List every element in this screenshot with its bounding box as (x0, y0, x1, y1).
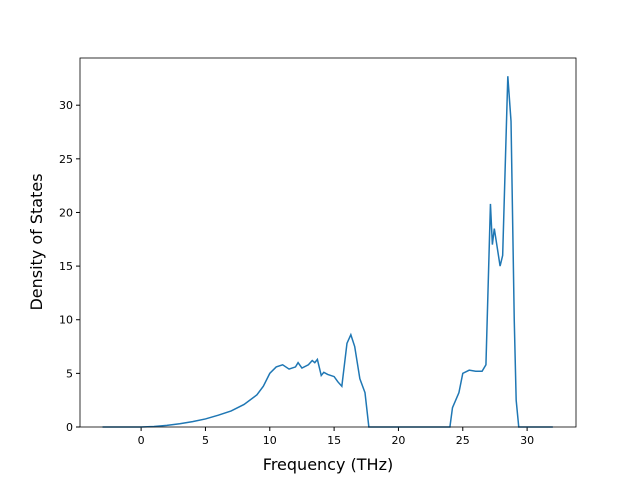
y-tick-label: 25 (59, 153, 73, 166)
x-tick-label: 10 (263, 434, 277, 447)
y-tick-label: 30 (59, 99, 73, 112)
y-tick-label: 15 (59, 260, 73, 273)
y-axis-label: Density of States (27, 173, 46, 310)
x-tick-label: 15 (327, 434, 341, 447)
x-tick-label: 20 (391, 434, 405, 447)
plot-frame (79, 57, 577, 428)
x-tick-label: 0 (138, 434, 145, 447)
x-tick-label: 25 (456, 434, 470, 447)
x-axis-label: Frequency (THz) (263, 455, 393, 474)
y-tick-label: 0 (66, 421, 73, 434)
data-line (102, 76, 553, 428)
x-tick-label: 5 (202, 434, 209, 447)
y-tick-label: 10 (59, 314, 73, 327)
y-tick-label: 5 (66, 367, 73, 380)
y-tick-label: 20 (59, 206, 73, 219)
x-tick-label: 30 (520, 434, 534, 447)
